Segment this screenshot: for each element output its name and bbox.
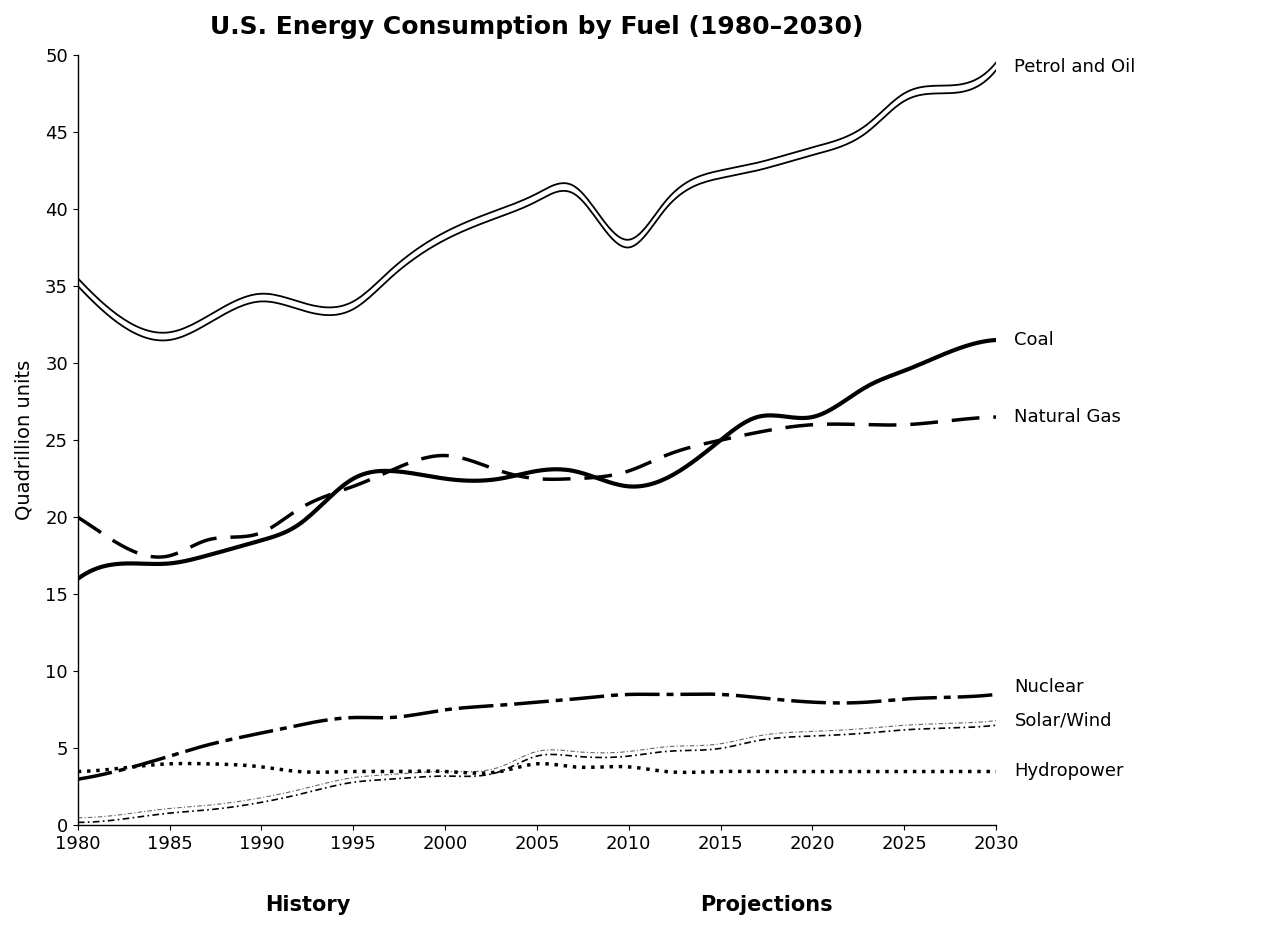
Text: Projections: Projections: [700, 895, 833, 915]
Title: U.S. Energy Consumption by Fuel (1980–2030): U.S. Energy Consumption by Fuel (1980–20…: [211, 15, 863, 39]
Text: Hydropower: Hydropower: [1014, 763, 1124, 780]
Text: Natural Gas: Natural Gas: [1014, 408, 1121, 426]
Text: Nuclear: Nuclear: [1014, 678, 1084, 696]
Text: Coal: Coal: [1014, 331, 1055, 349]
Text: Solar/Wind: Solar/Wind: [1014, 712, 1112, 730]
Y-axis label: Quadrillion units: Quadrillion units: [15, 360, 34, 521]
Text: Petrol and Oil: Petrol and Oil: [1014, 58, 1135, 76]
Text: History: History: [264, 895, 350, 915]
